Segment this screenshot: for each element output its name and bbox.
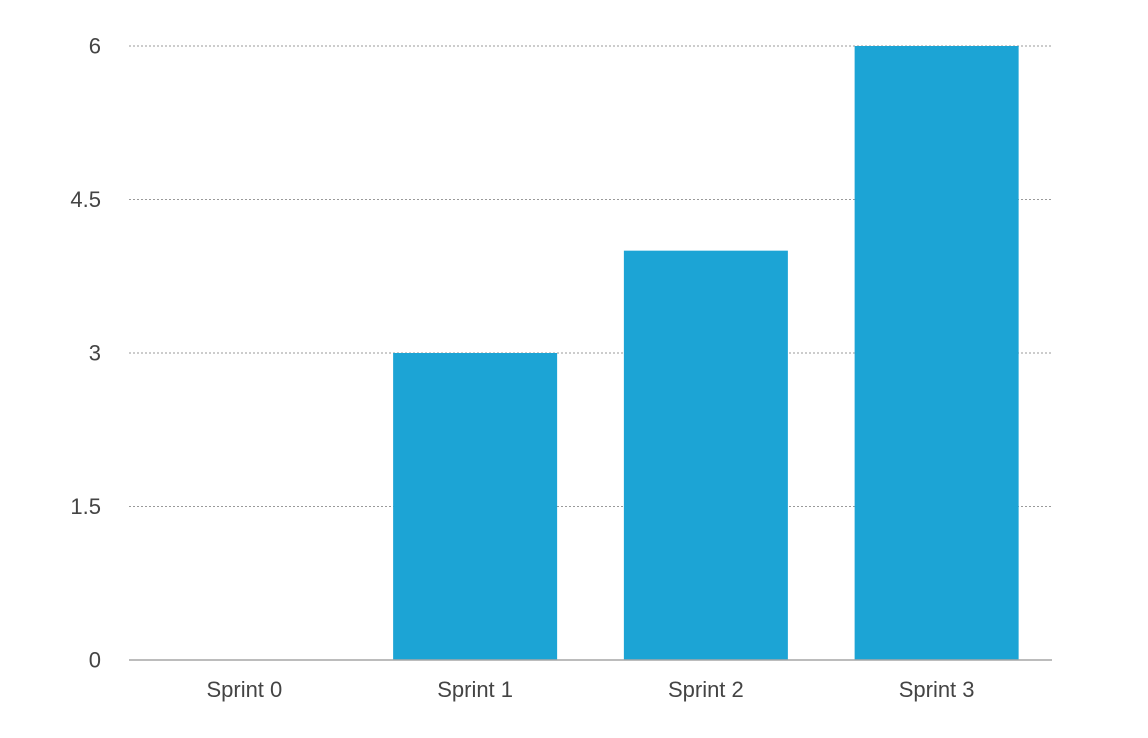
bars — [393, 46, 1019, 660]
bar-sprint-3 — [854, 46, 1019, 660]
y-tick-label: 4.5 — [70, 187, 101, 212]
bar-sprint-2 — [623, 250, 788, 660]
x-category-label: Sprint 1 — [437, 677, 513, 702]
y-tick-label: 3 — [89, 341, 101, 366]
x-category-label: Sprint 2 — [668, 677, 744, 702]
y-tick-label: 1.5 — [70, 494, 101, 519]
y-tick-label: 0 — [89, 648, 101, 673]
x-category-label: Sprint 3 — [899, 677, 975, 702]
y-axis-tick-labels: 0 1.5 3 4.5 6 — [70, 34, 101, 673]
x-category-label: Sprint 0 — [206, 677, 282, 702]
y-tick-label: 6 — [89, 34, 101, 59]
x-axis-category-labels: Sprint 0 Sprint 1 Sprint 2 Sprint 3 — [206, 677, 974, 702]
bar-sprint-1 — [393, 353, 558, 660]
